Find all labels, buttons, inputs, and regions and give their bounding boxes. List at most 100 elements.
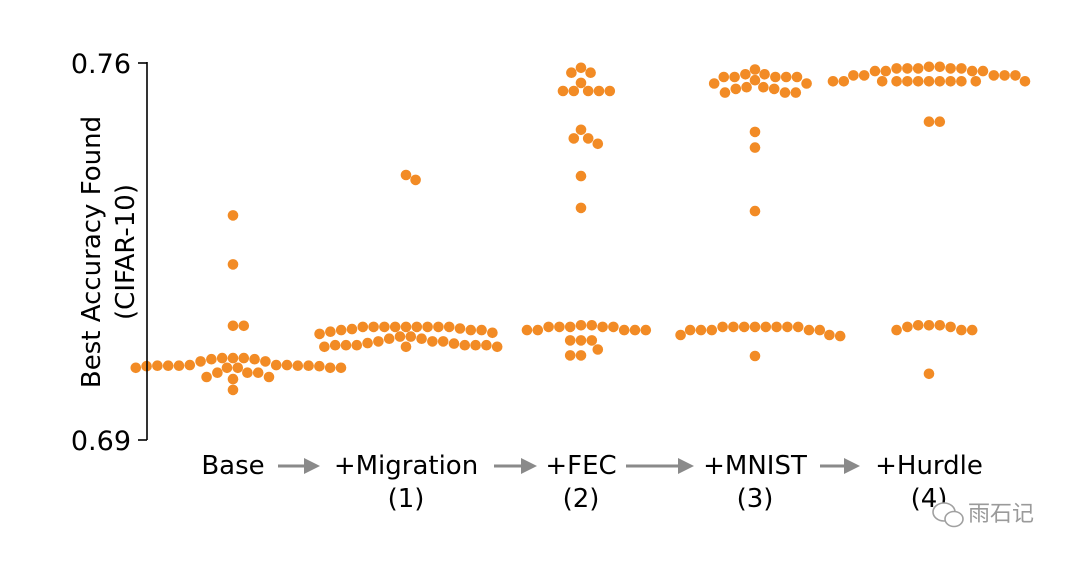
data-point-3-28 [575, 335, 587, 346]
data-point-5-9 [880, 65, 892, 77]
data-point-2-13 [346, 323, 358, 335]
data-point-4-36 [675, 329, 686, 341]
data-point-4-37 [834, 330, 846, 342]
data-point-5-25 [876, 76, 888, 87]
data-point-4-7 [718, 71, 730, 83]
data-point-4-13 [741, 81, 752, 93]
data-point-1-2 [227, 259, 239, 270]
data-point-5-20 [945, 76, 956, 87]
data-point-3-8 [557, 85, 569, 97]
data-point-5-10 [977, 65, 989, 77]
data-point-1-29 [252, 367, 264, 379]
data-point-5-5 [902, 63, 913, 74]
data-point-2-1 [400, 169, 412, 181]
x-label-base: Base [201, 451, 264, 481]
y-axis-label-line1: Best Accuracy Found [77, 116, 107, 388]
data-point-3-24 [532, 324, 544, 336]
data-point-5-26 [838, 76, 850, 87]
data-point-4-23 [760, 321, 772, 333]
data-point-3-33 [564, 350, 576, 361]
arrow-fec-to-mnist-icon [626, 458, 694, 474]
data-point-5-38 [966, 324, 978, 336]
y-axis-label: Best Accuracy Found (CIFAR-10) [77, 116, 141, 388]
y-tick-label-top: 0.76 [71, 49, 131, 80]
data-point-2-26 [437, 336, 449, 347]
data-point-3-6 [568, 85, 580, 97]
data-point-3-12 [568, 133, 580, 144]
data-point-2-15 [335, 324, 347, 336]
y-axis-label-line2: (CIFAR-10) [111, 184, 141, 320]
data-point-1-25 [130, 362, 142, 374]
data-point-5-33 [912, 320, 924, 331]
data-point-3-27 [640, 324, 652, 336]
data-point-2-17 [325, 326, 336, 338]
data-point-4-9 [749, 74, 761, 86]
data-point-1-18 [303, 360, 314, 372]
x-label-migration-number: (1) [388, 484, 425, 514]
data-point-5-2 [934, 61, 946, 73]
data-point-1-12 [270, 359, 282, 371]
data-point-5-24 [970, 76, 982, 87]
data-point-3-19 [597, 321, 608, 333]
data-point-2-14 [465, 324, 477, 336]
data-point-3-30 [564, 335, 576, 346]
x-label-mnist: +MNIST [703, 451, 807, 481]
watermark-text: 雨石记 [968, 502, 1034, 527]
data-point-5-7 [891, 63, 902, 74]
x-label-hurdle: +Hurdle [875, 451, 983, 481]
data-point-1-11 [195, 356, 206, 367]
data-point-3-17 [586, 320, 598, 331]
data-point-2-9 [368, 321, 379, 333]
data-point-2-28 [448, 338, 460, 349]
data-point-1-32 [227, 373, 239, 385]
data-point-2-16 [476, 324, 487, 336]
data-point-2-29 [351, 339, 363, 351]
data-point-3-32 [575, 350, 587, 361]
data-point-1-13 [184, 359, 196, 371]
data-point-4-27 [782, 321, 793, 333]
progression-arrows [278, 458, 860, 474]
arrow-migration-to-fec-icon [494, 458, 537, 474]
data-point-5-1 [923, 61, 935, 73]
data-point-5-28 [827, 76, 839, 87]
data-point-1-24 [324, 362, 336, 374]
data-point-1-26 [335, 362, 347, 374]
data-point-1-1 [227, 210, 239, 221]
data-points [130, 61, 1031, 396]
arrow-base-to-migration-icon [278, 458, 320, 474]
data-point-3-25 [629, 324, 641, 336]
data-point-2-4 [411, 321, 423, 333]
data-point-3-10 [575, 124, 587, 136]
x-label-mnist-number: (3) [737, 484, 774, 514]
data-point-4-1 [749, 64, 761, 75]
data-point-5-11 [869, 65, 881, 77]
data-point-5-17 [923, 76, 935, 87]
data-point-1-6 [238, 352, 250, 364]
data-point-4-21 [749, 205, 761, 217]
data-point-3-14 [575, 170, 587, 182]
data-point-5-23 [891, 76, 902, 87]
data-point-5-6 [956, 63, 967, 74]
data-point-4-22 [749, 321, 761, 333]
data-point-5-37 [891, 324, 902, 336]
data-point-3-26 [521, 324, 533, 336]
data-point-4-8 [791, 71, 803, 83]
data-point-5-22 [956, 76, 967, 87]
data-point-5-4 [945, 63, 956, 74]
data-point-4-17 [719, 87, 731, 98]
data-point-4-14 [768, 83, 780, 95]
data-point-5-31 [923, 320, 935, 331]
data-point-3-15 [575, 202, 587, 214]
data-point-2-30 [459, 339, 471, 351]
data-point-2-19 [314, 328, 325, 340]
wechat-icon [932, 502, 964, 528]
data-point-4-18 [790, 87, 802, 98]
data-point-1-28 [212, 367, 223, 379]
data-point-2-25 [373, 336, 384, 347]
data-point-4-2 [759, 69, 770, 80]
data-point-3-21 [608, 321, 619, 333]
arrow-mnist-to-hurdle-icon [820, 458, 860, 474]
data-point-1-19 [152, 360, 163, 372]
data-point-1-31 [263, 371, 275, 383]
